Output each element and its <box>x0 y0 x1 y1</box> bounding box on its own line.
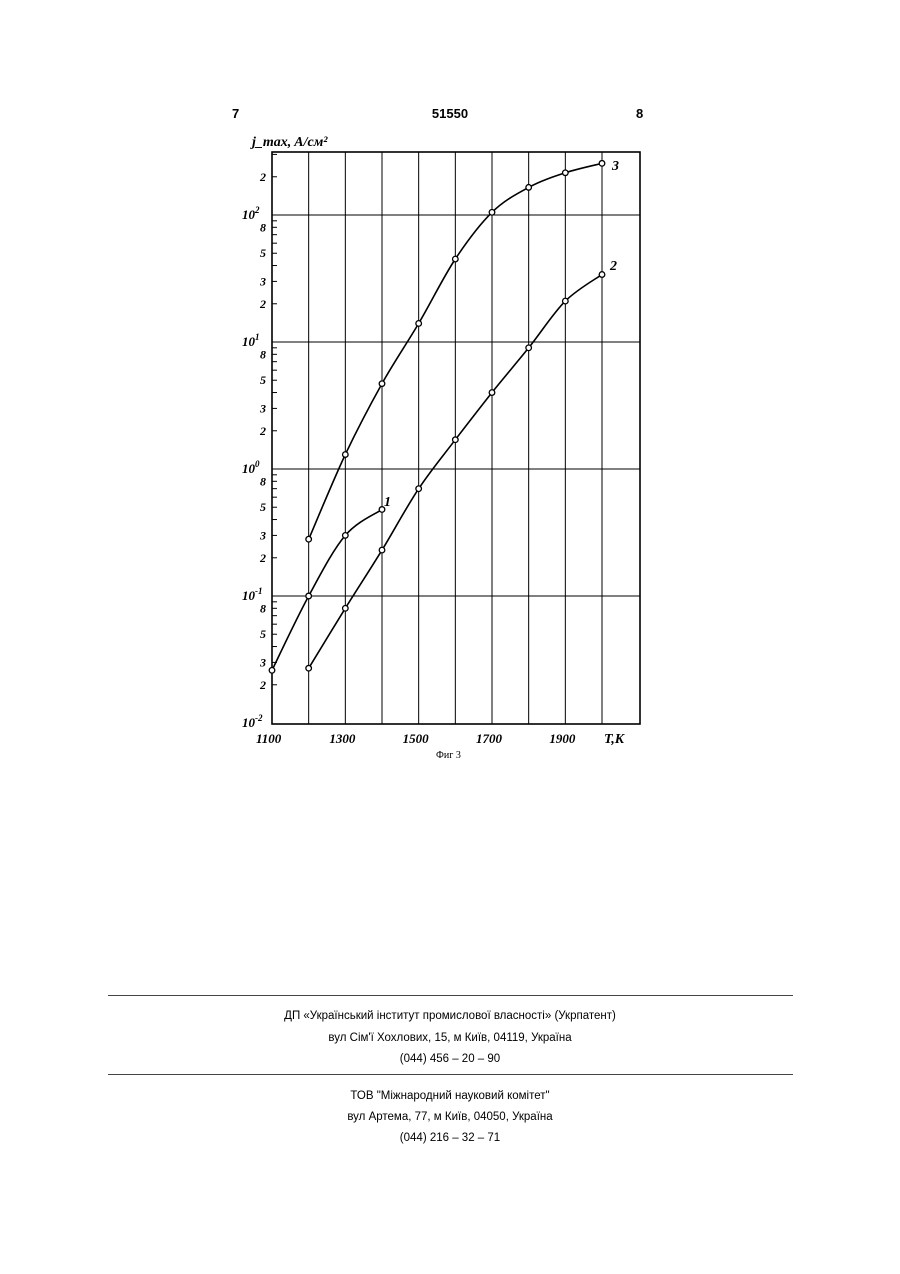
data-point-series-2 <box>453 437 459 443</box>
footer-org1-address: вул Сім'ї Хохлових, 15, м Київ, 04119, У… <box>0 1032 900 1044</box>
data-point-series-3 <box>563 170 569 176</box>
y-tick-label: 101 <box>242 332 260 349</box>
figure-caption: Фиг 3 <box>436 750 461 761</box>
y-minor-label: 8 <box>260 347 266 361</box>
y-tick-exponent: 1 <box>255 332 260 342</box>
x-tick-label: 1900 <box>549 731 576 746</box>
data-point-series-2 <box>343 606 349 612</box>
footer-divider-top <box>108 995 793 996</box>
y-tick-label: 100 <box>242 459 260 476</box>
series-label-3: 3 <box>611 159 619 174</box>
y-minor-label: 2 <box>259 424 266 438</box>
footer-org1-name: ДП «Український інститут промислової вла… <box>0 1010 900 1022</box>
data-point-series-2 <box>379 547 385 553</box>
data-point-series-3 <box>599 161 605 167</box>
data-point-series-2 <box>526 345 532 351</box>
curve-series-1 <box>272 510 382 671</box>
y-minor-label: 5 <box>260 500 266 514</box>
y-minor-label: 5 <box>260 373 266 387</box>
x-axis-label: T,K <box>604 732 626 747</box>
data-point-series-3 <box>306 536 312 542</box>
y-minor-label: 8 <box>260 601 266 615</box>
data-point-series-2 <box>306 665 312 671</box>
data-point-series-2 <box>489 390 495 396</box>
y-tick-label: 102 <box>242 205 260 222</box>
y-tick-label: 10-2 <box>242 713 263 730</box>
y-tick-exponent: -1 <box>255 586 263 596</box>
y-minor-label: 3 <box>259 528 266 542</box>
data-point-series-1 <box>306 593 312 599</box>
data-point-series-2 <box>599 272 605 278</box>
footer-org2-phone: (044) 216 – 32 – 71 <box>0 1132 900 1144</box>
series-label-1: 1 <box>384 495 391 510</box>
data-point-series-3 <box>379 381 385 387</box>
chart-labels: 10-210-110010110223582358235823582110013… <box>242 159 619 746</box>
y-minor-label: 5 <box>260 627 266 641</box>
y-minor-label: 3 <box>259 274 266 288</box>
y-minor-label: 8 <box>260 474 266 488</box>
y-tick-exponent: 0 <box>255 459 260 469</box>
series-label-2: 2 <box>609 259 617 274</box>
y-minor-label: 2 <box>259 678 266 692</box>
x-tick-label: 1300 <box>329 731 356 746</box>
x-tick-label: 1700 <box>476 731 503 746</box>
data-point-series-3 <box>453 256 459 262</box>
y-minor-label: 5 <box>260 246 266 260</box>
temperature-current-chart: 10-210-110010110223582358235823582110013… <box>0 0 900 800</box>
data-point-series-1 <box>269 667 275 673</box>
data-point-series-2 <box>563 298 569 304</box>
y-minor-label: 8 <box>260 220 266 234</box>
data-point-series-3 <box>416 321 422 327</box>
y-minor-label: 3 <box>259 401 266 415</box>
footer-org1-phone: (044) 456 – 20 – 90 <box>0 1053 900 1065</box>
data-point-series-2 <box>416 486 422 492</box>
footer-org2-address: вул Артема, 77, м Київ, 04050, Україна <box>0 1111 900 1123</box>
y-tick-exponent: 2 <box>254 205 260 215</box>
footer-org2-name: ТОВ "Міжнародний науковий комітет" <box>0 1090 900 1102</box>
footer-divider-mid <box>108 1074 793 1075</box>
y-tick-exponent: -2 <box>255 713 263 723</box>
y-minor-label: 2 <box>259 170 266 184</box>
data-point-series-3 <box>489 210 495 216</box>
y-axis-label: j_max, A/см² <box>250 135 328 150</box>
y-minor-label: 2 <box>259 297 266 311</box>
data-point-series-3 <box>343 452 349 458</box>
data-point-series-3 <box>526 185 532 191</box>
data-point-series-1 <box>343 533 349 539</box>
y-minor-label: 2 <box>259 551 266 565</box>
x-tick-label: 1100 <box>256 731 282 746</box>
x-tick-label: 1500 <box>403 731 430 746</box>
y-minor-label: 3 <box>259 655 266 669</box>
